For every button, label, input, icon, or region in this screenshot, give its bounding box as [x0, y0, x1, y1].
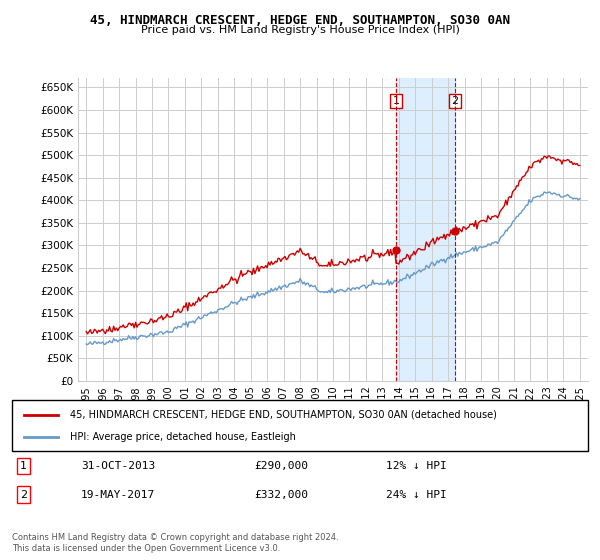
- Text: 31-OCT-2013: 31-OCT-2013: [81, 461, 155, 471]
- Text: 12% ↓ HPI: 12% ↓ HPI: [386, 461, 447, 471]
- Text: £332,000: £332,000: [254, 489, 308, 500]
- Text: HPI: Average price, detached house, Eastleigh: HPI: Average price, detached house, East…: [70, 432, 295, 442]
- Text: 19-MAY-2017: 19-MAY-2017: [81, 489, 155, 500]
- Text: 45, HINDMARCH CRESCENT, HEDGE END, SOUTHAMPTON, SO30 0AN (detached house): 45, HINDMARCH CRESCENT, HEDGE END, SOUTH…: [70, 409, 496, 419]
- Text: Contains HM Land Registry data © Crown copyright and database right 2024.
This d: Contains HM Land Registry data © Crown c…: [12, 533, 338, 553]
- Text: £290,000: £290,000: [254, 461, 308, 471]
- Text: 1: 1: [20, 461, 27, 471]
- Text: Price paid vs. HM Land Registry's House Price Index (HPI): Price paid vs. HM Land Registry's House …: [140, 25, 460, 35]
- Text: 45, HINDMARCH CRESCENT, HEDGE END, SOUTHAMPTON, SO30 0AN: 45, HINDMARCH CRESCENT, HEDGE END, SOUTH…: [90, 14, 510, 27]
- Text: 2: 2: [451, 96, 458, 106]
- Text: 24% ↓ HPI: 24% ↓ HPI: [386, 489, 447, 500]
- Text: 2: 2: [20, 489, 27, 500]
- Bar: [396, 78, 455, 381]
- FancyBboxPatch shape: [12, 400, 588, 451]
- Text: 1: 1: [392, 96, 400, 106]
